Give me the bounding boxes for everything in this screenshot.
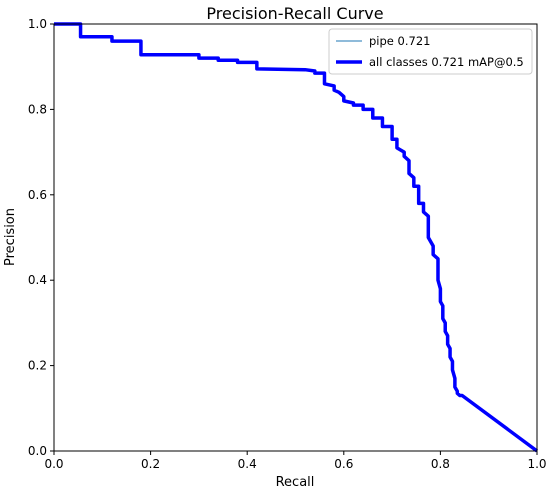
x-axis: 0.0 0.2 0.4 0.6 0.8 1.0: [44, 451, 547, 471]
y-tick-label: 0.8: [28, 102, 47, 116]
y-tick-label: 0.4: [28, 273, 47, 287]
series-line-all-classes: [54, 22, 539, 453]
x-tick-label: 0.6: [334, 457, 353, 471]
y-tick-label: 0.2: [28, 359, 47, 373]
y-tick-label: 0.6: [28, 188, 47, 202]
x-tick-label: 0.4: [238, 457, 257, 471]
legend: pipe 0.721 all classes 0.721 mAP@0.5: [328, 28, 533, 75]
y-axis-label: Precision: [3, 208, 18, 266]
legend-box: [328, 28, 533, 75]
legend-label-all-classes: all classes 0.721 mAP@0.5: [369, 55, 524, 69]
x-tick-label: 0.2: [141, 457, 160, 471]
x-tick-label: 0.0: [44, 457, 63, 471]
y-tick-label: 0.0: [28, 444, 47, 458]
plot-area: [54, 22, 539, 453]
chart-title: Precision-Recall Curve: [206, 4, 383, 23]
y-axis: 0.0 0.2 0.4 0.6 0.8 1.0: [28, 17, 54, 458]
legend-label-pipe: pipe 0.721: [369, 34, 430, 48]
x-tick-label: 0.8: [431, 457, 450, 471]
y-tick-label: 1.0: [28, 17, 47, 31]
x-tick-label: 1.0: [527, 457, 546, 471]
series-line-pipe: [54, 23, 538, 452]
x-axis-label: Recall: [276, 475, 315, 489]
plot-frame: [53, 23, 538, 452]
